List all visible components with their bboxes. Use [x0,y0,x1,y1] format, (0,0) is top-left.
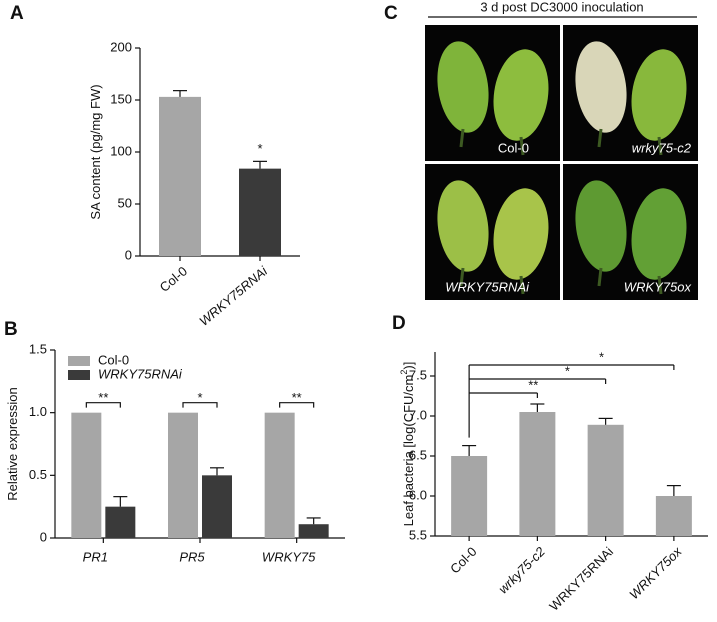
panel-label: A [10,3,24,24]
legend-label: WRKY75RNAi [98,366,183,381]
bar [168,412,198,538]
leaf [493,188,549,280]
x-tick-label: PR5 [179,549,205,564]
leaf [437,41,489,133]
x-tick-label: WRKY75RNAi [196,263,271,329]
x-tick-label: WRKY75 [262,549,316,564]
significance: * [565,363,570,378]
comparison-bracket [182,402,218,408]
significance: ** [528,377,538,392]
y-tick-label: 50 [118,195,132,210]
petiole [519,275,525,295]
petiole [597,128,603,148]
petiole [459,267,465,287]
y-tick-label: 1.0 [29,404,47,419]
leaf [493,49,549,141]
significance: * [257,141,262,156]
leaf [631,49,687,141]
significance: ** [292,390,302,405]
leaf [631,188,687,280]
y-axis-label: Relative expression [5,387,20,500]
y-axis-label: SA content (pg/mg FW) [88,84,103,219]
x-tick-label: wrky75-c2 [495,543,548,596]
photo-label: Col-0 [498,140,529,155]
y-axis-label: Leaf bacteria [log(CFU/cm2)] [399,362,416,527]
photo-label: WRKY75RNAi [445,279,530,294]
bar [655,496,692,536]
comparison-bracket [279,402,315,408]
leaf [575,41,627,133]
comparison-bracket [85,402,121,408]
panel-label: C [384,3,398,24]
bar [105,506,136,538]
y-axis-label-part: Leaf bacteria [log(CFU/cm [401,375,416,527]
bar [159,96,201,256]
leaf [437,180,489,272]
leaf [575,180,627,272]
y-axis-label-part: Relative expression [5,387,20,500]
y-tick-label: 6.5 [409,447,427,462]
petiole [597,267,603,287]
y-tick-label: 1.5 [29,341,47,356]
y-tick-label: 200 [110,39,132,54]
bar [239,168,281,256]
legend-label: Col-0 [98,352,129,367]
x-tick-label: Col-0 [447,544,480,577]
panel-label: B [4,319,18,340]
bar [298,524,329,538]
petiole [657,275,663,295]
x-tick-label: PR1 [83,549,108,564]
y-axis-label-sup: 2 [399,370,409,375]
legend-swatch [68,356,90,366]
y-axis-label-part: SA content (pg/mg FW) [88,84,103,219]
petiole [657,136,663,156]
significance: ** [98,390,108,405]
panel-label: D [392,313,406,334]
y-tick-label: 0 [125,247,132,262]
petiole [459,128,465,148]
bar [519,412,556,536]
legend-swatch [68,370,90,380]
bar [451,456,488,536]
y-tick-label: 0.5 [29,467,47,482]
bar [71,412,102,538]
significance: * [197,390,202,405]
bar [587,424,624,536]
x-tick-label: Col-0 [157,263,190,294]
significance: * [599,349,604,364]
x-tick-label: WRKY75RNAi [546,544,616,614]
bar [264,412,295,538]
y-tick-label: 0 [40,529,47,544]
y-tick-label: 150 [110,91,132,106]
y-tick-label: 5.5 [409,527,427,542]
x-tick-label: WRKY75ox [626,544,684,602]
y-axis-label-part: )] [401,362,416,370]
photo-title: 3 d post DC3000 inoculation [480,0,643,14]
y-tick-label: 100 [110,143,132,158]
petiole [519,136,525,156]
y-tick-label: 7.5 [409,367,427,382]
photo-label: wrky75-c2 [632,140,692,155]
bar [202,475,232,538]
y-tick-label: 7.0 [409,407,427,422]
photo-label: WRKY75ox [624,279,692,294]
y-tick-label: 6.0 [409,487,427,502]
